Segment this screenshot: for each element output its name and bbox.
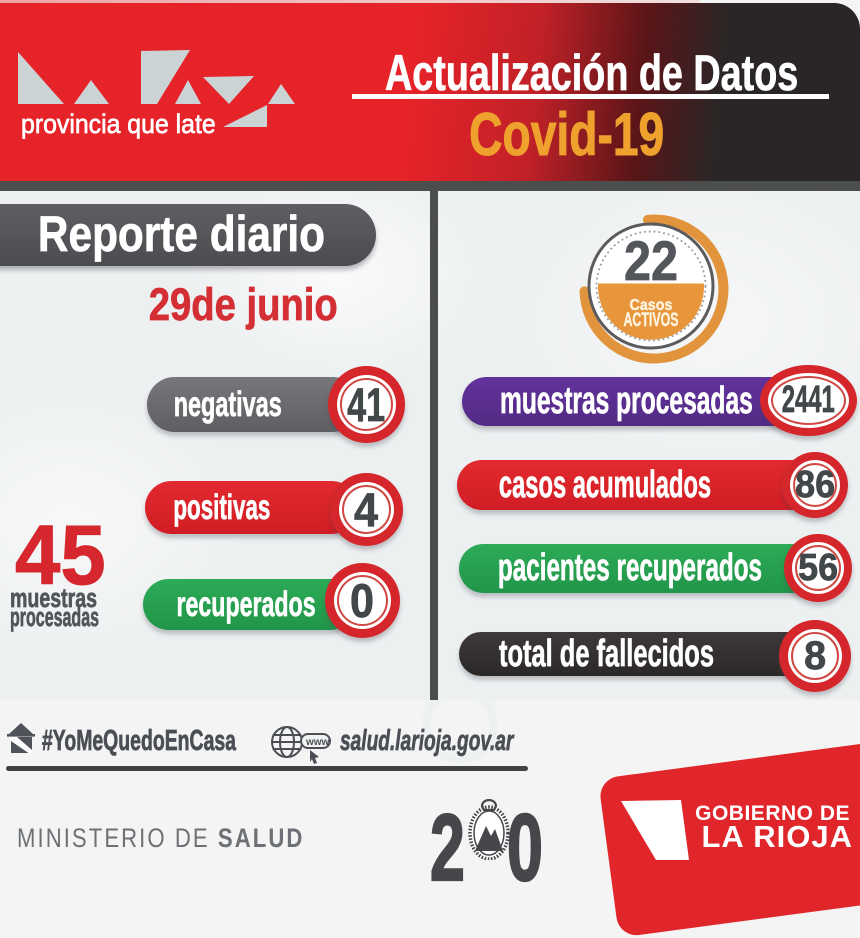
svg-text:ACTIVOS: ACTIVOS xyxy=(624,310,679,331)
svg-text:22: 22 xyxy=(624,229,678,292)
svg-text:www: www xyxy=(305,737,330,748)
svg-text:Casos: Casos xyxy=(630,297,673,314)
